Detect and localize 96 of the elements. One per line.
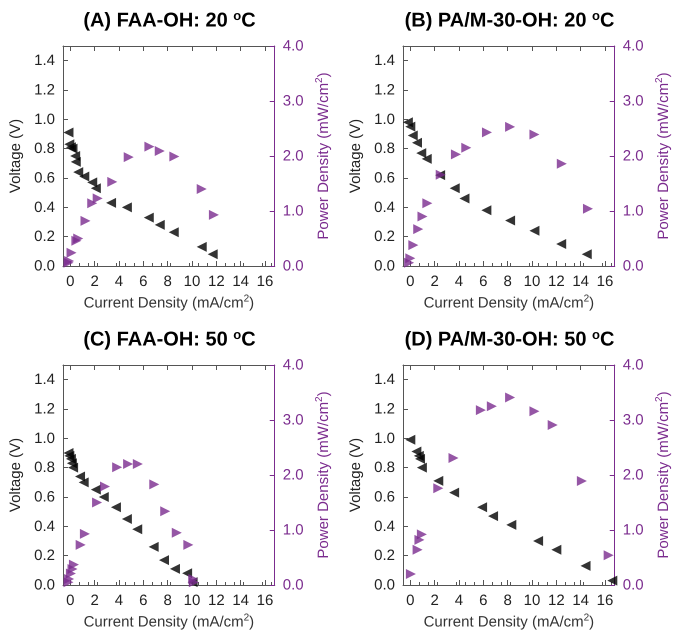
x-tick-label: 0	[66, 273, 74, 290]
y-tick-label: 1.2	[34, 400, 55, 418]
x-tick-label: 6	[479, 273, 488, 290]
y2-axis-title: Power Density (mW/cm2)	[654, 391, 672, 559]
y2-tick-label: 4.0	[282, 38, 304, 54]
x-tick-label: 2	[90, 273, 99, 290]
x-tick-label: 14	[232, 592, 250, 609]
y2-tick-label: 1.0	[282, 202, 304, 220]
y-tick-label: 1.2	[34, 82, 55, 98]
x-tick-label: 0	[406, 273, 414, 290]
x-tick-label: 2	[90, 592, 99, 609]
x-tick-label: 4	[454, 592, 464, 609]
x-tick-label: 12	[548, 273, 565, 290]
y2-tick-label: 4.0	[282, 356, 304, 374]
y2-tick-label: 1.0	[282, 522, 304, 538]
y2-tick-label: 3.0	[622, 412, 644, 428]
x-tick-label: 12	[208, 592, 225, 609]
y-tick-label: 0.2	[374, 228, 395, 246]
x-tick-label: 14	[572, 273, 590, 290]
y-tick-label: 0.4	[34, 518, 55, 535]
y-tick-label: 0.0	[374, 258, 395, 274]
x-tick-label: 2	[430, 592, 439, 609]
x-tick-label: 0	[406, 592, 414, 609]
y-tick-label: 1.4	[374, 52, 395, 70]
y2-tick-label: 1.0	[622, 522, 644, 538]
x-tick-label: 12	[548, 592, 565, 609]
y-tick-label: 1.2	[374, 400, 395, 418]
x-tick-label: 14	[232, 273, 250, 290]
y-tick-label: 0.0	[34, 258, 55, 274]
y2-tick-label: 0.0	[622, 258, 644, 274]
x-tick-label: 2	[430, 273, 439, 290]
y-tick-label: 0.4	[374, 518, 395, 535]
x-tick-label: 4	[454, 273, 464, 290]
y2-axis-title: Power Density (mW/cm2)	[314, 72, 332, 240]
y-tick-label: 0.8	[374, 459, 395, 476]
x-tick-label: 10	[184, 592, 200, 609]
y2-tick-label: 4.0	[622, 356, 644, 374]
y-tick-label: 0.6	[34, 488, 55, 506]
y-tick-label: 0.0	[34, 576, 55, 594]
y-tick-label: 0.8	[34, 459, 55, 476]
y-tick-label: 1.0	[34, 110, 55, 128]
x-tick-label: 4	[114, 592, 124, 609]
y-tick-label: 1.0	[34, 430, 55, 447]
x-tick-label: 14	[572, 592, 590, 609]
x-tick-label: 16	[596, 273, 614, 290]
y-tick-label: 0.6	[374, 170, 395, 186]
y-tick-label: 0.4	[374, 198, 395, 216]
x-tick-label: 10	[184, 273, 200, 290]
x-tick-label: 6	[479, 592, 488, 609]
y-axis-title: Voltage (V)	[7, 438, 24, 512]
x-tick-label: 10	[524, 592, 540, 609]
x-tick-label: 16	[256, 592, 274, 609]
y2-tick-label: 1.0	[622, 202, 644, 220]
y2-tick-label: 2.0	[282, 148, 304, 164]
y2-tick-label: 0.0	[282, 258, 304, 274]
y-tick-label: 1.4	[34, 52, 55, 70]
y2-tick-label: 3.0	[282, 92, 304, 110]
x-tick-label: 16	[256, 273, 274, 290]
y-tick-label: 1.4	[34, 371, 55, 388]
y-tick-label: 0.8	[374, 140, 395, 158]
y-tick-label: 0.8	[34, 140, 55, 158]
x-tick-label: 16	[596, 592, 614, 609]
y2-tick-label: 4.0	[622, 38, 644, 54]
y-axis-title: Voltage (V)	[7, 118, 24, 194]
x-tick-label: 4	[114, 273, 124, 290]
y2-tick-label: 2.0	[622, 466, 644, 484]
y2-axis-title: Power Density (mW/cm2)	[654, 72, 672, 240]
y-tick-label: 0.4	[34, 198, 55, 216]
y2-tick-label: 0.0	[282, 576, 304, 594]
x-tick-label: 0	[66, 592, 74, 609]
y-tick-label: 0.0	[374, 576, 395, 594]
x-tick-label: 8	[503, 592, 512, 609]
y-tick-label: 1.0	[374, 110, 395, 128]
x-tick-label: 8	[503, 273, 512, 290]
y-tick-label: 1.4	[374, 371, 395, 388]
y2-tick-label: 2.0	[282, 466, 304, 484]
y-tick-label: 0.6	[34, 170, 55, 186]
y2-tick-label: 2.0	[622, 148, 644, 164]
y-tick-label: 0.6	[374, 488, 395, 506]
y-tick-label: 0.2	[34, 547, 55, 564]
y2-tick-label: 3.0	[622, 92, 644, 110]
x-tick-label: 6	[139, 592, 148, 609]
y2-axis-title: Power Density (mW/cm2)	[314, 391, 332, 559]
y-axis-title: Voltage (V)	[347, 118, 364, 194]
x-tick-label: 12	[208, 273, 225, 290]
x-tick-label: 8	[163, 273, 172, 290]
x-tick-label: 8	[163, 592, 172, 609]
x-tick-label: 6	[139, 273, 148, 290]
y2-tick-label: 3.0	[282, 412, 304, 428]
y2-tick-label: 0.0	[622, 576, 644, 594]
y-tick-label: 1.0	[374, 430, 395, 447]
y-tick-label: 1.2	[374, 82, 395, 98]
y-axis-title: Voltage (V)	[347, 438, 364, 512]
y-tick-label: 0.2	[374, 547, 395, 564]
y-tick-label: 0.2	[34, 228, 55, 246]
x-tick-label: 10	[524, 273, 540, 290]
